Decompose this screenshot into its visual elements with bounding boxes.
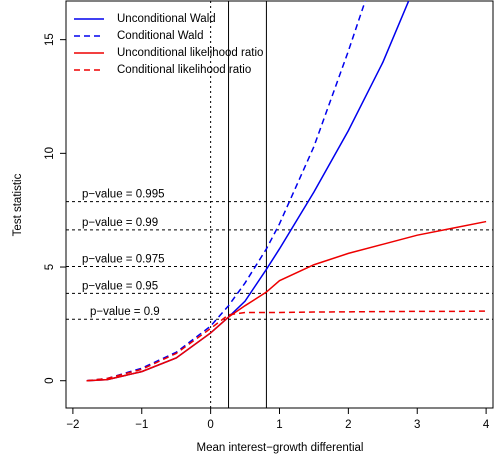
reference-label: p−value = 0.9 [90, 306, 160, 318]
series-line [86, 220, 487, 382]
series-line [86, 1, 366, 382]
y-tick-label: 10 [44, 147, 56, 160]
x-tick-label: 4 [483, 419, 490, 431]
reference-label: p−value = 0.95 [82, 280, 158, 292]
legend-label: Conditional likelihood ratio [117, 64, 251, 76]
x-axis-title: Mean interest−growth differential [197, 442, 364, 454]
reference-label: p−value = 0.99 [82, 217, 158, 229]
x-tick-label: 0 [207, 419, 213, 431]
plot-box [65, 0, 494, 409]
legend-label: Conditional Wald [117, 30, 204, 42]
x-tick-label: −2 [66, 419, 79, 431]
legend-label: Unconditional likelihood ratio [117, 47, 263, 59]
y-tick-label: 15 [44, 33, 56, 46]
y-axis-title: Test statistic [12, 173, 24, 236]
legend-label: Unconditional Wald [117, 13, 216, 25]
x-tick-label: 2 [345, 419, 351, 431]
x-tick-label: 3 [414, 419, 420, 431]
x-tick-label: −1 [135, 419, 148, 431]
plot-area: p−value = 0.9 p−value = 0.95 p−value = 0.9… [66, 1, 493, 408]
reference-label: p−value = 0.975 [82, 254, 165, 266]
x-tick-label: 1 [276, 419, 282, 431]
y-tick-label: 5 [44, 264, 56, 270]
reference-label: p−value = 0.995 [82, 189, 165, 201]
y-tick-label: 0 [44, 378, 56, 384]
